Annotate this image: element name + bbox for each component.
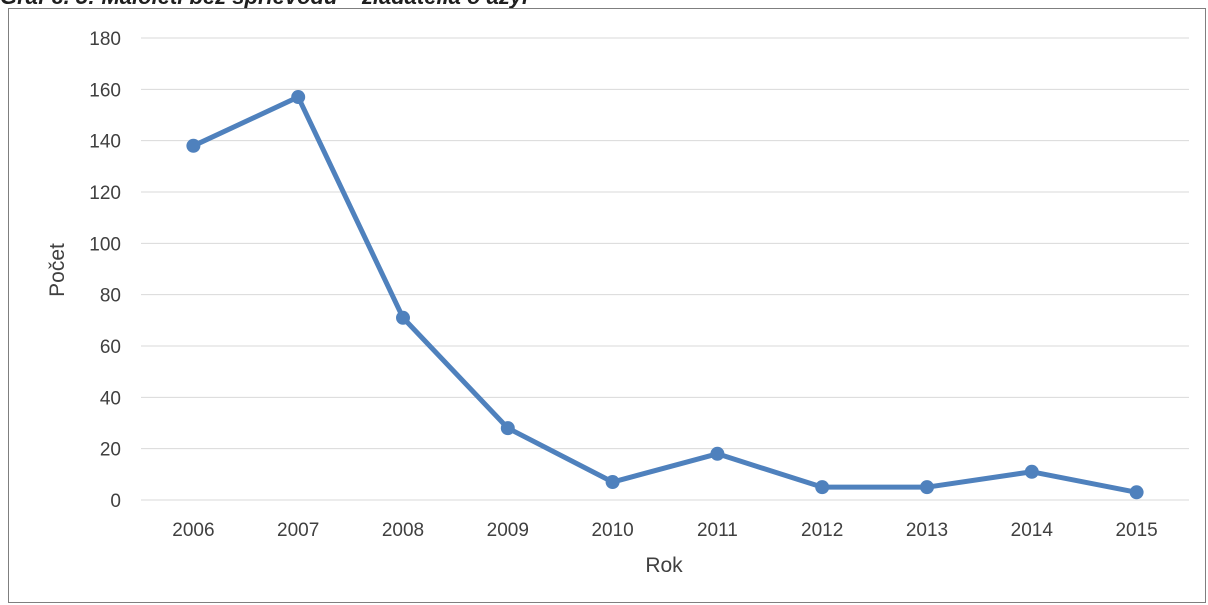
- y-axis-title: Počet: [46, 243, 69, 297]
- data-point: [291, 90, 306, 105]
- y-tick-labels: 0 20 40 60 80 100 120 140 160 180: [89, 29, 121, 512]
- y-tick-label: 120: [89, 183, 121, 204]
- data-point: [500, 421, 515, 436]
- gridlines: [141, 37, 1189, 501]
- chart-frame: [8, 8, 1206, 603]
- y-tick-label: 100: [89, 234, 121, 255]
- y-tick-label: 140: [89, 132, 121, 153]
- data-point: [396, 310, 410, 325]
- data-point: [815, 480, 830, 495]
- data-point: [1129, 485, 1144, 500]
- y-tick-label: 0: [110, 491, 121, 512]
- data-point: [605, 475, 620, 490]
- chart-caption: Graf č. 5: Maloleti bez sprievodu – žiad…: [0, 0, 1208, 8]
- x-tick-label: 2013: [906, 520, 948, 541]
- x-tick-label: 2012: [801, 520, 843, 541]
- x-tick-label: 2008: [382, 520, 424, 541]
- series-line: [190, 94, 1140, 495]
- data-point: [920, 480, 934, 495]
- x-tick-label: 2007: [277, 520, 319, 541]
- data-point: [1024, 464, 1039, 479]
- y-tick-label: 160: [89, 80, 121, 101]
- y-tick-label: 40: [100, 388, 121, 409]
- x-axis-title: Rok: [645, 554, 683, 577]
- x-tick-label: 2011: [697, 520, 738, 541]
- y-tick-label: 80: [100, 286, 121, 307]
- series-layer: [186, 90, 1144, 500]
- x-tick-label: 2015: [1115, 520, 1157, 541]
- x-tick-label: 2014: [1011, 520, 1054, 541]
- data-point: [186, 138, 201, 153]
- x-tick-label: 2006: [172, 520, 214, 541]
- data-point: [710, 446, 725, 461]
- y-tick-label: 20: [100, 440, 121, 461]
- y-tick-label: 180: [89, 29, 121, 50]
- x-tick-label: 2010: [591, 520, 633, 541]
- x-tick-label: 2009: [487, 520, 529, 541]
- x-tick-labels: 2006 2007 2008 2009 2010 2011 2012 2013 2014 2015: [172, 520, 1157, 541]
- y-tick-label: 60: [100, 337, 121, 358]
